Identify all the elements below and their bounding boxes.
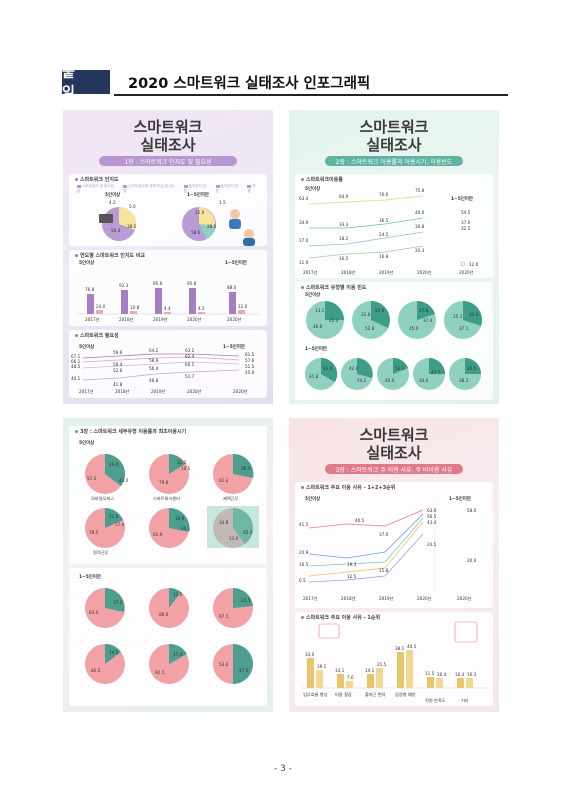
yearly-bars bbox=[77, 288, 259, 315]
document-title: 2020 스마트워크 실태조사 인포그래픽 bbox=[128, 76, 371, 92]
box-label: 스마트워크 유형별 이용 빈도 bbox=[301, 284, 366, 291]
appendix-header: 붙 임 2020 스마트워크 실태조사 인포그래픽 bbox=[62, 65, 508, 101]
top-reason-box: 스마트워크 주요 이용 사유 - 1순위 33.0 19.1 14.1 7.6 … bbox=[295, 612, 493, 706]
necessity-box: 스마트워크 필요성 5인이상 1~5인미만 67.1 66.1 48.5 40.… bbox=[69, 330, 267, 398]
panel-title: 스마트워크 실태조사 bbox=[359, 426, 429, 462]
type-pies-b bbox=[85, 587, 253, 684]
page-number: - 3 - bbox=[274, 764, 292, 774]
sub-label: 1~5인미만 bbox=[187, 193, 209, 198]
infographic-panel-1: 스마트워크 실태조사 1장 : 스마트워크 인지도 및 필요성 스마트워크 인지… bbox=[63, 110, 273, 404]
box-label: 연도별 스마트워크 인지도 비교 bbox=[75, 252, 145, 259]
usage-frequency-box: 스마트워크 유형별 이용 빈도 5인이상 1~5인미만 13.1 46.6 40… bbox=[295, 282, 493, 400]
usage-lines bbox=[308, 195, 466, 267]
type-usage-box-5plus: 3장 : 스마트워크 세부유형 이용률과 최초이용시기 5인이상 57.5 29… bbox=[69, 426, 267, 564]
yearly-awareness-box: 연도별 스마트워크 인지도 비교 5인이상 1~5인미만 76.8 92.3 9… bbox=[69, 250, 267, 326]
box-label: 3장 : 스마트워크 세부유형 이용률과 최초이용시기 bbox=[75, 428, 186, 435]
necessity-lines bbox=[82, 353, 240, 381]
infographic-panel-4: 스마트워크 실태조사 3장 : 스마트워크 주 이용 사유, 주 비이용 사유 … bbox=[289, 418, 499, 712]
awareness-pies bbox=[99, 206, 255, 246]
type-usage-box-under5: 1~5인미만 63.0 37.0 88.0 12.0 67.5 22.5 80.… bbox=[69, 568, 267, 706]
infographic-panel-2: 스마트워크 실태조사 2장 : 스마트워크 이용률과 이용시기, 이용빈도 스마… bbox=[289, 110, 499, 404]
box-label: 스마트워크 주요 이용 사유 - 1+2+3순위 bbox=[301, 484, 395, 491]
legend: 스마트워크 잘 알고있음 스마트워크에 대해 조금 알고있음 들어본적 있음 들어본… bbox=[77, 184, 259, 194]
panel-title: 스마트워크 실태조사 bbox=[133, 118, 203, 154]
header-rule bbox=[114, 94, 508, 96]
box-label: 스마트워크 인지도 bbox=[75, 176, 119, 183]
sub-label: 5인이상 bbox=[105, 193, 121, 198]
usage-rate-box: 스마트워크이용률 5인이상 1~5인미만 63.4 64.9 70.6 75.8… bbox=[295, 174, 493, 278]
box-label: 스마트워크 필요성 bbox=[75, 332, 119, 339]
top-reason-bars bbox=[301, 621, 487, 689]
chapter-banner: 1장 : 스마트워크 인지도 및 필요성 bbox=[99, 156, 237, 166]
frequency-pies bbox=[305, 301, 482, 390]
reason-lines bbox=[308, 502, 436, 592]
infographic-panel-3: 3장 : 스마트워크 세부유형 이용률과 최초이용시기 5인이상 57.5 29… bbox=[63, 418, 273, 712]
type-pies-a bbox=[85, 453, 259, 548]
panel-title: 스마트워크 실태조사 bbox=[359, 118, 429, 154]
box-label: 스마트워크이용률 bbox=[301, 176, 343, 183]
awareness-box: 스마트워크 인지도 스마트워크 잘 알고있음 스마트워크에 대해 조금 알고있음 … bbox=[69, 174, 267, 246]
appendix-tag: 붙 임 bbox=[62, 65, 110, 101]
chapter-banner: 3장 : 스마트워크 주 이용 사유, 주 비이용 사유 bbox=[325, 464, 463, 474]
chapter-banner: 2장 : 스마트워크 이용률과 이용시기, 이용빈도 bbox=[325, 156, 463, 166]
usage-reason-box: 스마트워크 주요 이용 사유 - 1+2+3순위 5인이상 1~5인미만 63.… bbox=[295, 482, 493, 608]
box-label: 스마트워크 주요 이용 사유 - 1순위 bbox=[301, 614, 380, 621]
